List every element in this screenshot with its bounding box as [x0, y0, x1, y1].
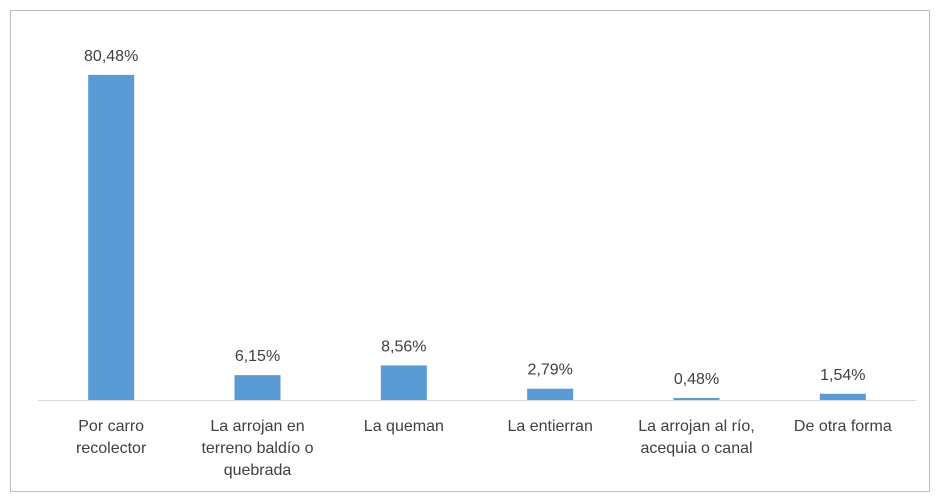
bar	[380, 365, 427, 400]
x-tick-label: Por carro recolector	[76, 418, 147, 457]
data-label: 0,48%	[674, 371, 719, 388]
x-tick-label: La arrojan al río, acequia o canal	[638, 418, 755, 457]
chart-frame	[10, 10, 930, 492]
x-tick-label: La queman	[363, 418, 444, 435]
data-label: 8,56%	[381, 338, 426, 355]
bar	[234, 375, 281, 400]
x-tick-label: La entierran	[507, 418, 593, 435]
bar	[673, 398, 720, 400]
data-label: 80,48%	[84, 48, 138, 65]
x-tick-label: La arrojan en terreno baldío o quebrada	[201, 418, 314, 479]
x-tick-label: De otra forma	[793, 418, 892, 435]
bar	[527, 388, 574, 400]
bar	[819, 393, 866, 400]
data-label: 2,79%	[527, 362, 572, 379]
data-label: 1,54%	[820, 367, 865, 384]
data-label: 6,15%	[235, 348, 280, 365]
bar	[88, 74, 135, 400]
